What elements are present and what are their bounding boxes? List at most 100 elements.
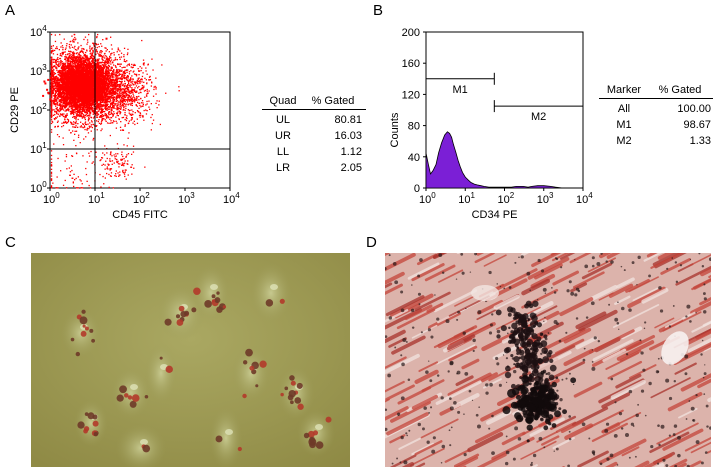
data-point <box>138 77 140 79</box>
data-point <box>112 90 114 92</box>
data-point <box>138 95 140 98</box>
data-point <box>78 59 80 61</box>
data-point <box>69 61 71 63</box>
data-point <box>69 84 71 86</box>
data-point <box>112 89 115 91</box>
data-point <box>104 57 106 59</box>
data-point <box>106 109 108 111</box>
data-point <box>61 122 63 124</box>
data-point <box>98 119 100 121</box>
data-point <box>100 116 103 118</box>
data-point <box>146 88 148 91</box>
data-point <box>78 61 80 64</box>
data-point <box>82 110 85 112</box>
data-point <box>133 88 135 91</box>
data-point <box>112 71 115 73</box>
data-point <box>83 109 86 111</box>
data-point <box>80 67 82 69</box>
data-point <box>115 79 117 82</box>
data-point <box>111 67 113 69</box>
data-point <box>142 115 144 117</box>
data-point <box>129 99 131 101</box>
data-point <box>99 68 101 70</box>
data-point <box>80 44 82 47</box>
data-point <box>117 111 119 113</box>
data-point <box>60 70 62 72</box>
data-point <box>71 56 73 58</box>
data-point <box>69 110 71 113</box>
data-point <box>137 68 139 70</box>
data-point <box>81 117 83 119</box>
data-point <box>126 75 129 77</box>
data-point <box>106 108 109 110</box>
data-point <box>118 87 120 89</box>
data-point <box>100 64 102 67</box>
data-point <box>55 95 58 97</box>
data-point <box>50 105 53 108</box>
data-point <box>119 65 121 67</box>
data-point <box>143 90 146 92</box>
data-point <box>112 106 114 109</box>
data-point <box>57 64 59 66</box>
data-point <box>106 122 109 124</box>
data-point <box>72 126 74 128</box>
data-point <box>124 66 126 68</box>
data-point <box>96 35 98 38</box>
data-point <box>89 57 92 60</box>
data-point <box>110 57 112 59</box>
data-point <box>79 105 81 108</box>
data-point <box>130 99 132 102</box>
data-point <box>87 62 90 64</box>
data-point <box>97 43 99 45</box>
data-point <box>109 77 111 79</box>
data-point <box>124 124 126 126</box>
data-point <box>95 111 98 113</box>
data-point <box>65 70 67 72</box>
data-point <box>77 47 79 49</box>
data-point <box>126 76 128 78</box>
data-point <box>67 101 69 103</box>
data-point <box>84 57 86 59</box>
data-point <box>119 86 121 88</box>
data-point <box>84 54 86 56</box>
data-point <box>114 75 117 77</box>
data-point <box>136 81 138 83</box>
data-point <box>123 96 125 98</box>
data-point <box>90 120 93 122</box>
data-point <box>142 72 144 74</box>
data-point <box>75 118 77 120</box>
data-point <box>134 87 136 89</box>
data-point <box>61 126 63 128</box>
data-point <box>85 71 87 73</box>
data-point <box>140 102 143 104</box>
data-point <box>95 112 97 115</box>
data-point <box>116 51 118 53</box>
data-point <box>81 112 84 115</box>
data-point <box>155 77 157 79</box>
data-point <box>72 51 75 53</box>
data-point <box>122 84 124 86</box>
data-point <box>70 123 73 125</box>
data-point <box>114 103 116 105</box>
data-point <box>103 118 105 120</box>
data-point <box>125 107 127 110</box>
data-point <box>69 65 72 68</box>
data-point <box>122 104 125 107</box>
data-point <box>59 53 62 55</box>
data-point <box>59 62 62 64</box>
data-point <box>110 75 112 77</box>
data-point <box>118 83 120 86</box>
data-point <box>69 66 71 68</box>
data-point <box>57 120 59 122</box>
data-point <box>128 71 131 73</box>
data-point <box>117 92 119 95</box>
data-point <box>104 60 106 62</box>
data-point <box>107 98 109 101</box>
data-point <box>95 59 97 62</box>
data-point <box>116 95 118 97</box>
data-point <box>109 100 111 102</box>
data-point <box>52 73 54 75</box>
data-point <box>107 67 109 69</box>
data-point <box>76 61 78 63</box>
data-point <box>50 88 53 90</box>
